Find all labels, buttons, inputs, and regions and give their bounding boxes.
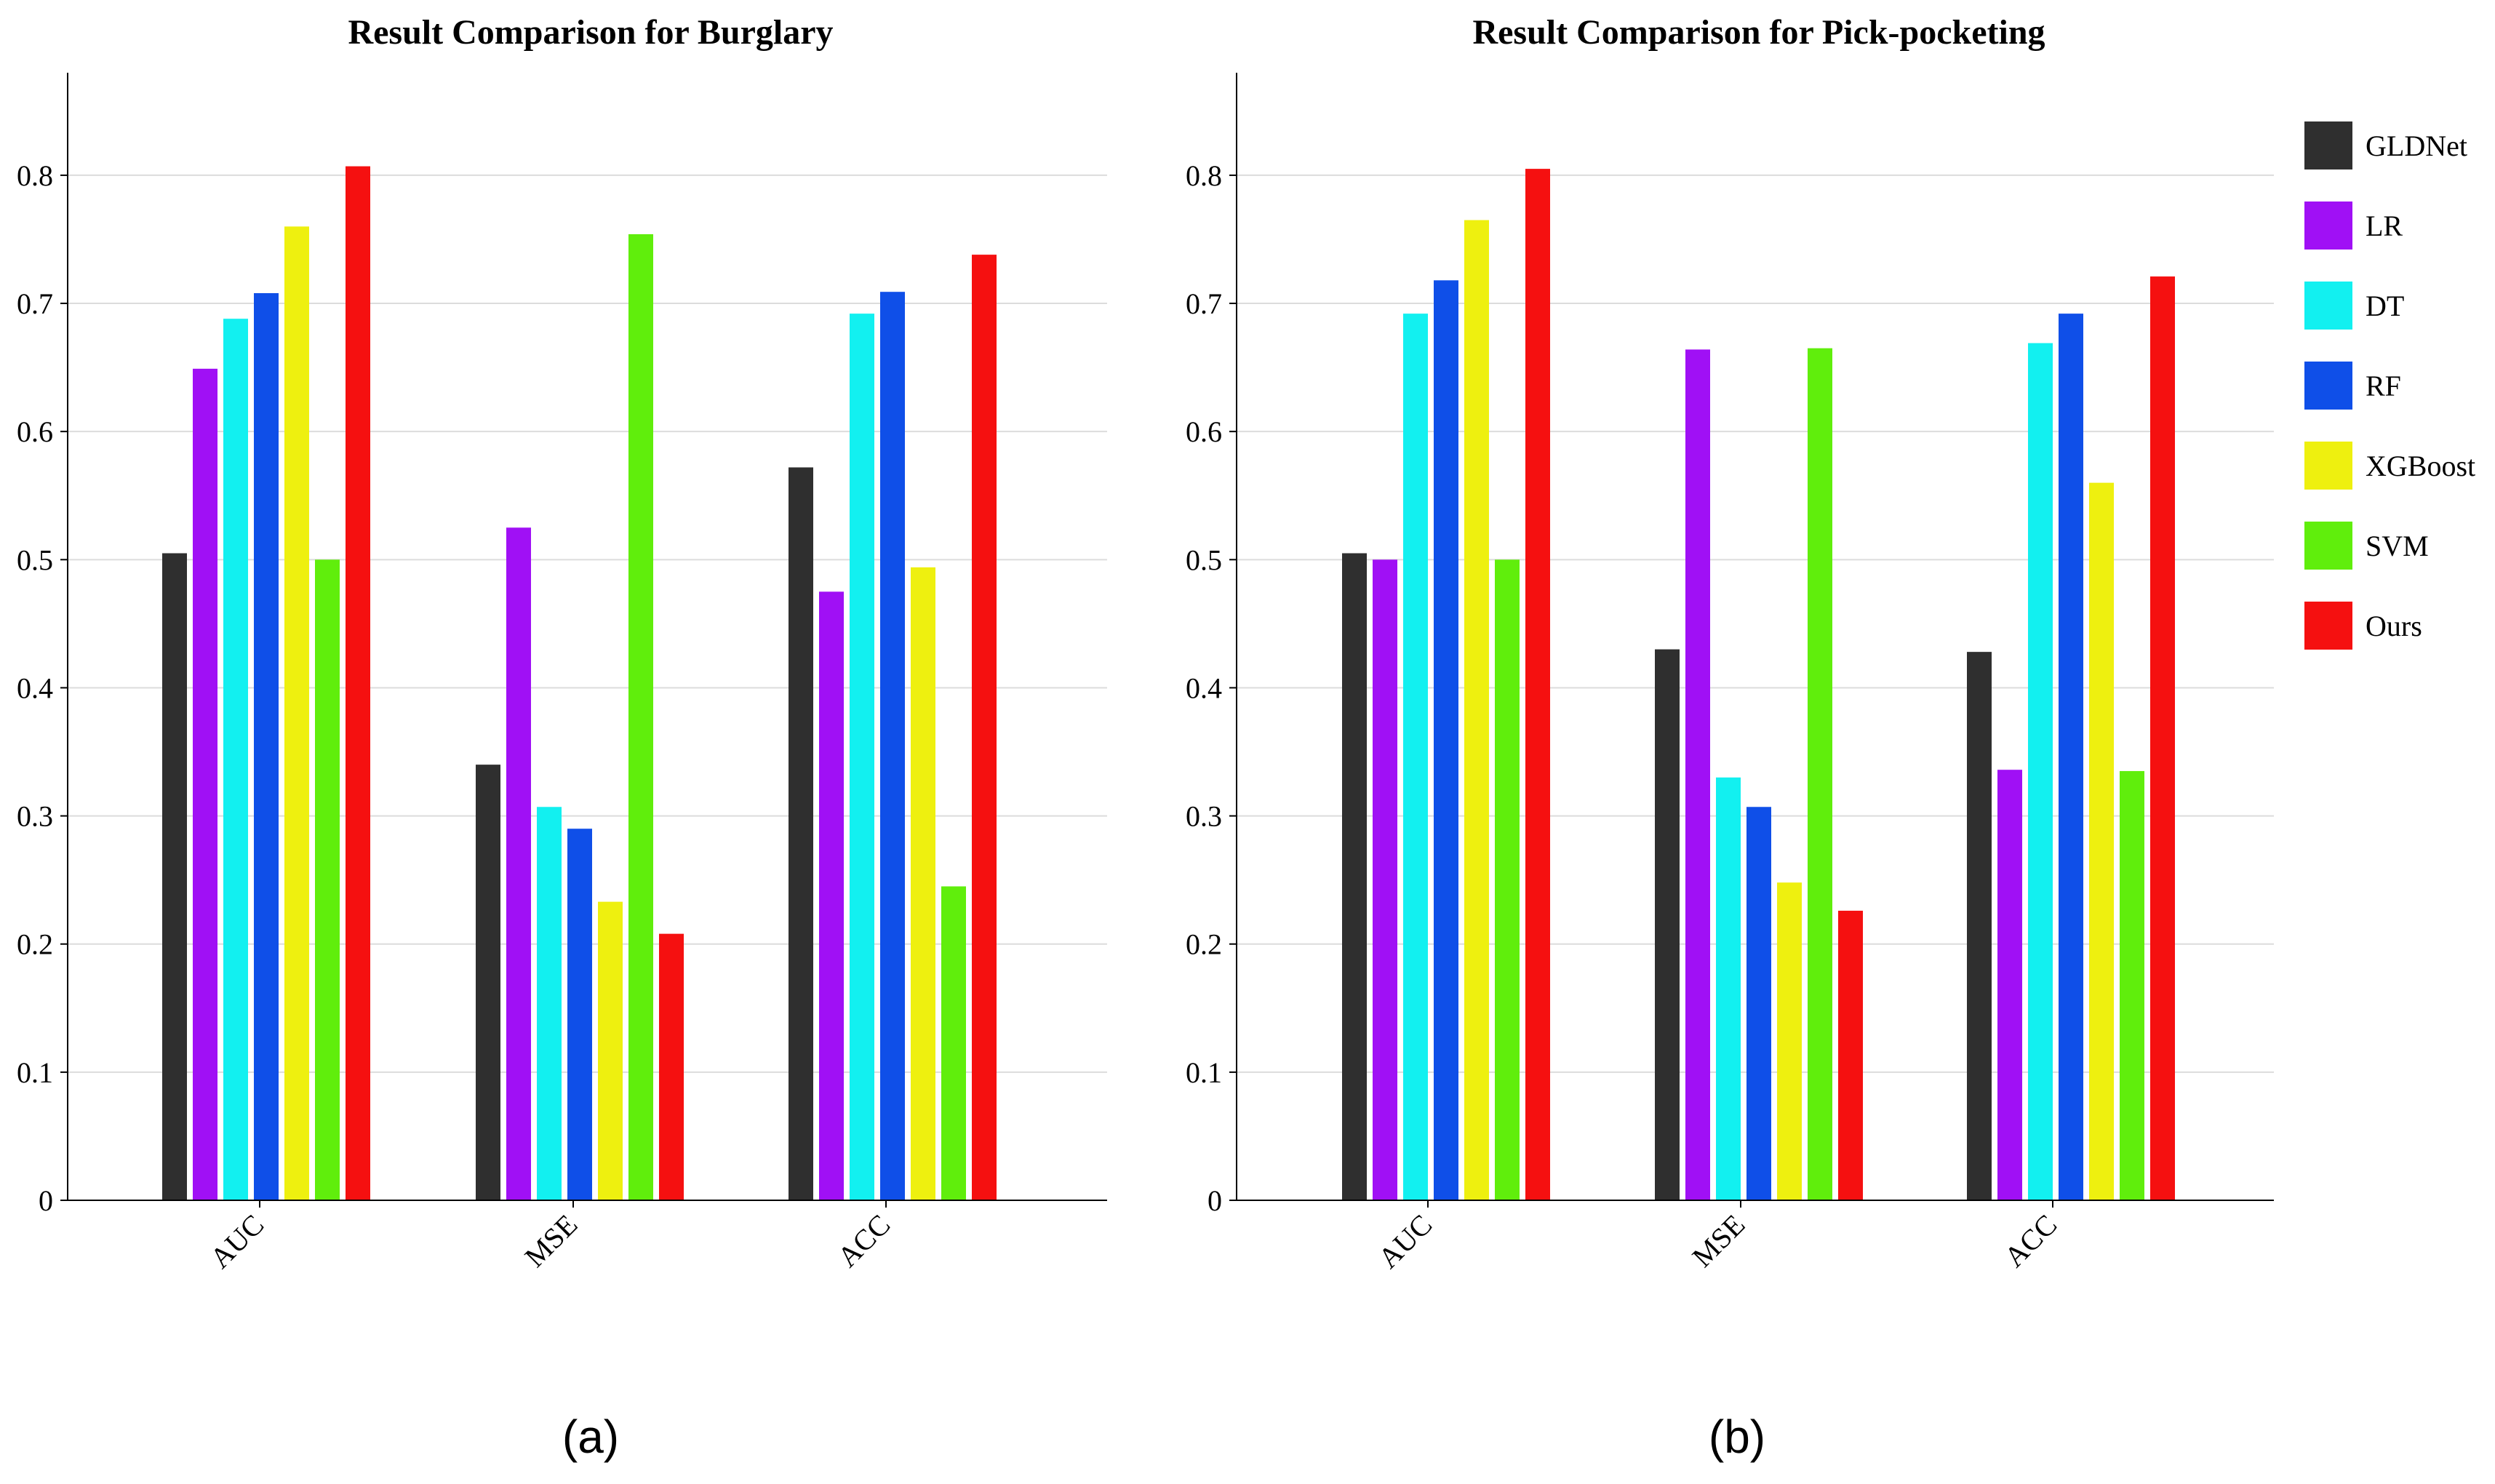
bar-lr-auc [1373, 559, 1397, 1200]
bar-xgboost-acc [911, 567, 935, 1200]
y-tick-label: 0.8 [17, 159, 53, 192]
bar-xgboost-auc [284, 226, 309, 1200]
bar-svm-mse [1808, 348, 1832, 1201]
bar-svm-acc [2120, 770, 2144, 1200]
bar-gldnet-acc [789, 467, 813, 1200]
y-tick-label: 0.3 [17, 800, 53, 833]
legend-label-rf: RF [2366, 370, 2401, 402]
chart-burglary: Result Comparison for Burglary (a) 0 0.1 0… [17, 13, 1107, 1463]
y-tick-label: 0.1 [1186, 1056, 1222, 1089]
bar-lr-auc [193, 368, 217, 1200]
bar-rf-acc [880, 292, 905, 1201]
bar-rf-acc [2059, 314, 2083, 1200]
x-tick-label-mse: MSE [518, 1208, 583, 1274]
legend-swatch-dt [2304, 282, 2352, 330]
bar-dt-auc [1403, 314, 1428, 1200]
bar-gldnet-auc [162, 553, 187, 1200]
bar-svm-auc [1495, 559, 1520, 1200]
bar-rf-mse [1746, 807, 1771, 1200]
bar-svm-mse [628, 234, 653, 1200]
y-tick-label: 0.4 [1186, 671, 1222, 704]
bar-rf-auc [1434, 280, 1458, 1200]
bar-dt-auc [223, 319, 248, 1200]
bar-dt-acc [850, 314, 874, 1200]
bar-ours-acc [2150, 276, 2175, 1200]
y-tick-label: 0.6 [1186, 415, 1222, 448]
bar-rf-mse [567, 829, 592, 1200]
legend-label-gldnet: GLDNet [2366, 129, 2467, 162]
y-tick-label: 0.7 [1186, 287, 1222, 320]
x-tick-label-mse: MSE [1685, 1208, 1751, 1274]
bar-dt-mse [537, 807, 562, 1200]
bar-xgboost-mse [1777, 882, 1802, 1200]
legend-swatch-xgboost [2304, 442, 2352, 490]
bar-gldnet-acc [1967, 652, 1992, 1200]
x-tick-label-auc: AUC [204, 1208, 271, 1275]
caption-b: (b) [1709, 1411, 1765, 1463]
legend-label-svm: SVM [2366, 530, 2429, 562]
chart-title-pick-pocketing: Result Comparison for Pick-pocketing [1472, 13, 2045, 52]
bar-lr-mse [1685, 349, 1710, 1200]
y-tick-label: 0.3 [1186, 800, 1222, 833]
bar-ours-mse [659, 933, 684, 1200]
caption-a: (a) [562, 1411, 619, 1463]
bar-xgboost-auc [1464, 220, 1489, 1200]
legend-swatch-gldnet [2304, 121, 2352, 169]
bar-ours-auc [346, 166, 370, 1200]
y-tick-label: 0.5 [1186, 543, 1222, 576]
x-tick-label-auc: AUC [1372, 1208, 1439, 1275]
y-tick-label: 0.5 [17, 543, 53, 576]
y-tick-label: 0.6 [17, 415, 53, 448]
legend-label-xgboost: XGBoost [2366, 450, 2475, 482]
bar-dt-mse [1716, 777, 1741, 1200]
bar-lr-acc [1997, 770, 2022, 1200]
y-tick-label: 0.2 [1186, 928, 1222, 961]
legend-swatch-rf [2304, 362, 2352, 410]
y-tick-label: 0.4 [17, 671, 53, 704]
legend-swatch-svm [2304, 522, 2352, 570]
y-tick-label: 0.2 [17, 928, 53, 961]
y-tick-label: 0.7 [17, 287, 53, 320]
chart-title-burglary: Result Comparison for Burglary [348, 13, 833, 52]
bar-gldnet-mse [476, 765, 500, 1200]
bar-lr-mse [506, 527, 531, 1200]
x-tick-label-acc: ACC [1997, 1208, 2063, 1274]
bar-xgboost-mse [598, 901, 623, 1200]
bar-ours-mse [1838, 910, 1863, 1200]
bar-svm-acc [941, 886, 966, 1200]
legend-label-dt: DT [2366, 290, 2404, 322]
y-tick-label: 0 [39, 1184, 53, 1217]
legend-swatch-ours [2304, 602, 2352, 650]
bar-xgboost-acc [2089, 482, 2114, 1200]
legend-label-lr: LR [2366, 210, 2403, 242]
bar-ours-auc [1525, 169, 1550, 1200]
bar-gldnet-auc [1342, 553, 1367, 1200]
y-tick-label: 0.8 [1186, 159, 1222, 192]
bar-dt-acc [2028, 343, 2053, 1201]
bar-gldnet-mse [1655, 649, 1680, 1200]
legend-swatch-lr [2304, 202, 2352, 250]
bar-lr-acc [819, 591, 844, 1200]
y-tick-label: 0.1 [17, 1056, 53, 1089]
bar-rf-auc [254, 292, 279, 1200]
legend: GLDNet LR DT RF XGBoost SVM Ours [2304, 121, 2475, 650]
y-tick-label: 0 [1207, 1184, 1222, 1217]
chart-pick-pocketing: Result Comparison for Pick-pocketing (b)… [1186, 13, 2274, 1463]
bar-svm-auc [315, 559, 340, 1200]
x-tick-label-acc: ACC [831, 1208, 896, 1274]
bar-ours-acc [972, 255, 997, 1200]
legend-label-ours: Ours [2366, 610, 2422, 642]
